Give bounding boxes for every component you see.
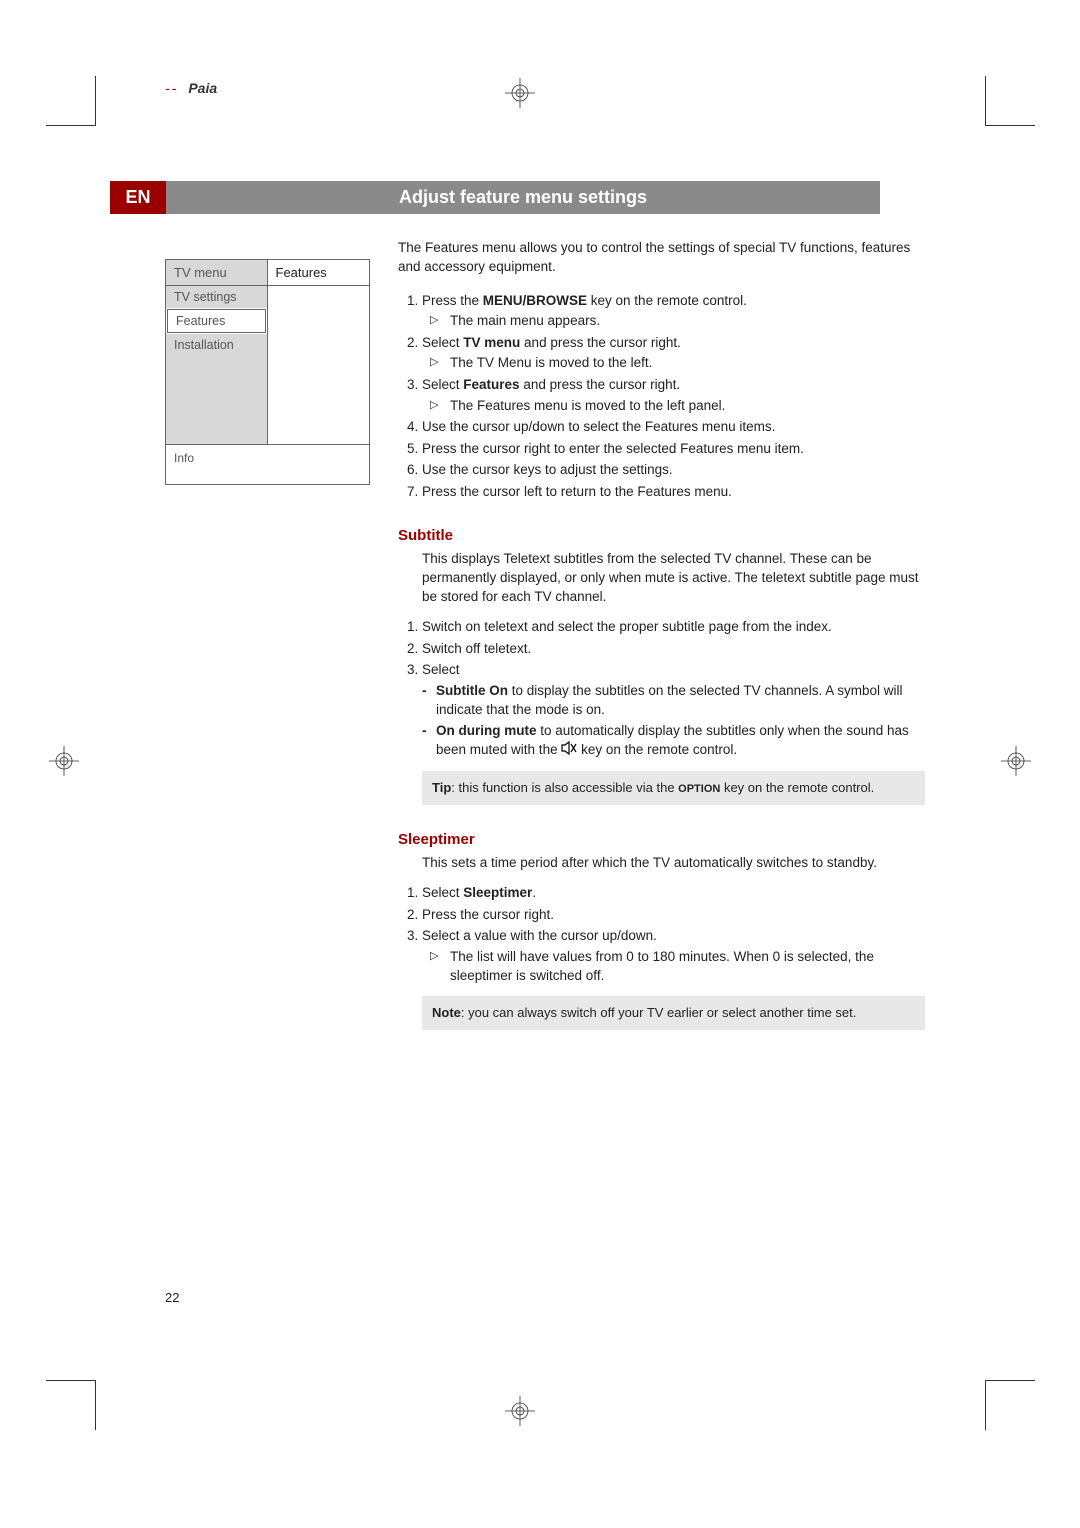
option-name: On during mute [436, 723, 537, 738]
step-5: Press the cursor right to enter the sele… [422, 439, 925, 459]
menu-item-installation: Installation [166, 334, 267, 356]
mute-icon [561, 741, 577, 761]
crop-mark [95, 1380, 96, 1430]
sleeptimer-heading: Sleeptimer [398, 831, 925, 848]
header-dashes: -- [165, 80, 178, 96]
text: Select [422, 885, 463, 900]
main-steps-list: Press the MENU/BROWSE key on the remote … [398, 291, 925, 502]
sleeptimer-step-3: Select a value with the cursor up/down. … [422, 926, 925, 986]
step-3-result: The Features menu is moved to the left p… [422, 396, 925, 416]
text: : you can always switch off your TV earl… [461, 1005, 856, 1020]
sleeptimer-steps-list: Select Sleeptimer. Press the cursor righ… [398, 883, 925, 986]
intro-paragraph: The Features menu allows you to control … [398, 239, 925, 277]
key-name: MENU/BROWSE [483, 293, 587, 308]
step-6: Use the cursor keys to adjust the settin… [422, 460, 925, 480]
text: . [532, 885, 536, 900]
text: key on the remote control. [587, 293, 747, 308]
sleeptimer-step-2: Press the cursor right. [422, 905, 925, 925]
language-badge: EN [110, 181, 166, 214]
text: Select a value with the cursor up/down. [422, 928, 657, 943]
text: Press the [422, 293, 483, 308]
menu-item-empty [166, 422, 267, 444]
subtitle-heading: Subtitle [398, 527, 925, 544]
menu-info-area: Info [166, 444, 369, 484]
menu-item-empty [166, 400, 267, 422]
crop-mark [95, 76, 96, 126]
title-bar: EN Adjust feature menu settings [110, 181, 880, 214]
menu-left-column: TV settings Features Installation [166, 286, 268, 444]
crop-mark [985, 1380, 1035, 1381]
subtitle-step-3: Select Subtitle On to display the subtit… [422, 660, 925, 760]
subtitle-step-1: Switch on teletext and select the proper… [422, 617, 925, 637]
text: and press the cursor right. [520, 335, 681, 350]
menu-name: TV menu [463, 335, 520, 350]
menu-item-tv-settings: TV settings [166, 286, 267, 308]
text: Select [422, 377, 463, 392]
subtitle-option-on: Subtitle On to display the subtitles on … [422, 681, 925, 720]
page-title: Adjust feature menu settings [166, 181, 880, 214]
menu-item-features: Features [167, 309, 266, 333]
page-content: -- Paia EN Adjust feature menu settings … [165, 80, 925, 1030]
page-number: 22 [165, 1290, 179, 1305]
crop-mark [985, 1380, 986, 1430]
registration-mark-icon [1001, 746, 1031, 776]
step-1: Press the MENU/BROWSE key on the remote … [422, 291, 925, 331]
crop-mark [985, 125, 1035, 126]
tv-menu-illustration: TV menu Features TV settings Features In… [165, 259, 370, 485]
menu-name: Sleeptimer [463, 885, 532, 900]
menu-header-right: Features [268, 260, 370, 286]
header-brand: Paia [188, 80, 217, 96]
step-3: Select Features and press the cursor rig… [422, 375, 925, 415]
step-2: Select TV menu and press the cursor righ… [422, 333, 925, 373]
subtitle-intro: This displays Teletext subtitles from th… [398, 550, 925, 607]
menu-item-empty [166, 378, 267, 400]
step-7: Press the cursor left to return to the F… [422, 482, 925, 502]
sleeptimer-intro: This sets a time period after which the … [398, 854, 925, 873]
menu-item-empty [166, 356, 267, 378]
step-1-result: The main menu appears. [422, 311, 925, 331]
registration-mark-icon [505, 1396, 535, 1426]
menu-header-left: TV menu [166, 260, 268, 286]
page-header: -- Paia [165, 80, 925, 96]
subtitle-step-2: Switch off teletext. [422, 639, 925, 659]
menu-name: Features [463, 377, 519, 392]
option-name: Subtitle On [436, 683, 508, 698]
crop-mark [46, 1380, 96, 1381]
registration-mark-icon [49, 746, 79, 776]
text: key on the remote control. [720, 780, 874, 795]
sleeptimer-step-1: Select Sleeptimer. [422, 883, 925, 903]
sleeptimer-step-3-result: The list will have values from 0 to 180 … [422, 947, 925, 986]
subtitle-steps-list: Switch on teletext and select the proper… [398, 617, 925, 761]
tip-label: Tip [432, 780, 451, 795]
step-4: Use the cursor up/down to select the Fea… [422, 417, 925, 437]
subtitle-option-mute: On during mute to automatically display … [422, 721, 925, 761]
menu-right-column [268, 286, 370, 444]
subtitle-tip-box: Tip: this function is also accessible vi… [422, 771, 925, 805]
text: and press the cursor right. [520, 377, 681, 392]
text: Select [422, 662, 460, 677]
step-2-result: The TV Menu is moved to the left. [422, 353, 925, 373]
note-label: Note [432, 1005, 461, 1020]
crop-mark [46, 125, 96, 126]
text: key on the remote control. [577, 742, 737, 757]
text: Select [422, 335, 463, 350]
sleeptimer-note-box: Note: you can always switch off your TV … [422, 996, 925, 1030]
text: : this function is also accessible via t… [451, 780, 678, 795]
key-name: OPTION [678, 783, 720, 795]
crop-mark [985, 76, 986, 126]
